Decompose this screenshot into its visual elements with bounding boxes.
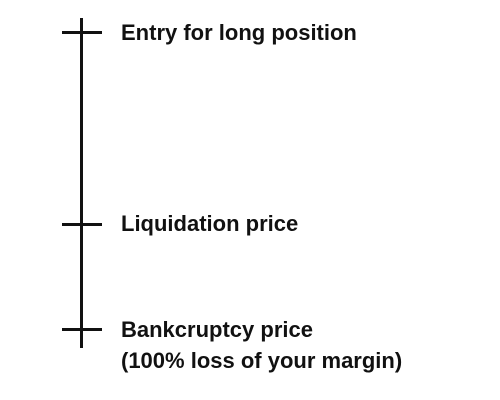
price-axis-line — [80, 18, 83, 348]
bankruptcy-label: Bankcruptcy price — [121, 317, 313, 342]
bankruptcy-tick-mark — [62, 328, 102, 331]
liquidation-label: Liquidation price — [121, 211, 299, 236]
liquidation-tick-mark — [62, 223, 102, 226]
entry-tick-mark — [62, 31, 102, 34]
bankruptcy-sublabel: (100% loss of your margin) — [121, 348, 403, 373]
entry-label: Entry for long position — [121, 20, 357, 45]
